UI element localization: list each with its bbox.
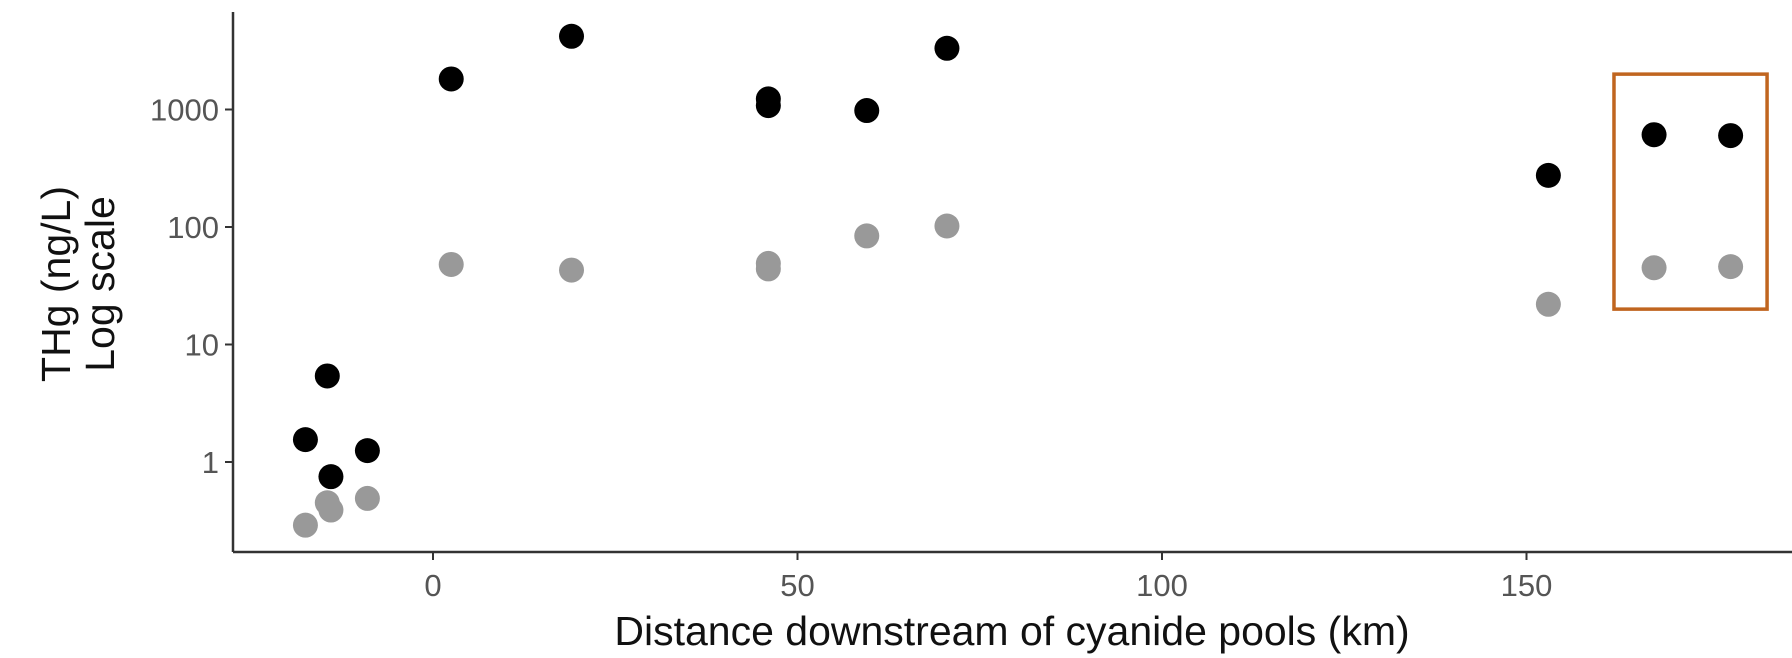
x-axis-title: Distance downstream of cyanide pools (km… — [614, 608, 1409, 654]
x-tick-label: 50 — [780, 568, 814, 603]
y-axis-title-line-1: THg (ng/L) — [33, 186, 79, 382]
y-tick-label: 100 — [167, 210, 219, 245]
point-grey — [438, 251, 464, 277]
x-tick-label: 0 — [424, 568, 441, 603]
point-grey — [934, 213, 960, 239]
y-tick-label: 1000 — [150, 93, 219, 128]
point-grey — [354, 485, 380, 511]
point-grey — [1535, 291, 1561, 317]
point-grey — [1641, 255, 1667, 281]
y-tick-label: 1 — [202, 445, 219, 480]
y-axis-title-line-2: Log scale — [77, 196, 123, 372]
point-black — [1641, 122, 1667, 148]
point-black — [354, 438, 380, 464]
point-black — [1718, 123, 1744, 149]
point-black — [854, 98, 880, 124]
point-black — [318, 464, 344, 490]
highlight-box — [1612, 72, 1769, 311]
point-black — [1535, 162, 1561, 188]
point-grey — [292, 512, 318, 538]
point-grey — [854, 223, 880, 249]
point-grey — [559, 257, 585, 283]
y-axis-ticks: 1 10 100 1000 — [150, 93, 233, 480]
x-axis-ticks: 0 50 100 150 — [424, 552, 1552, 603]
point-black — [292, 427, 318, 453]
point-grey — [1718, 254, 1744, 280]
point-black — [314, 363, 340, 389]
point-black — [755, 93, 781, 119]
point-grey — [318, 497, 344, 523]
y-tick-label: 10 — [185, 328, 219, 363]
data-points — [292, 23, 1744, 538]
point-grey — [755, 256, 781, 282]
x-tick-label: 100 — [1136, 568, 1188, 603]
point-black — [438, 66, 464, 92]
point-black — [559, 23, 585, 49]
plot-area — [231, 12, 1792, 554]
x-tick-label: 150 — [1501, 568, 1553, 603]
point-black — [934, 35, 960, 61]
